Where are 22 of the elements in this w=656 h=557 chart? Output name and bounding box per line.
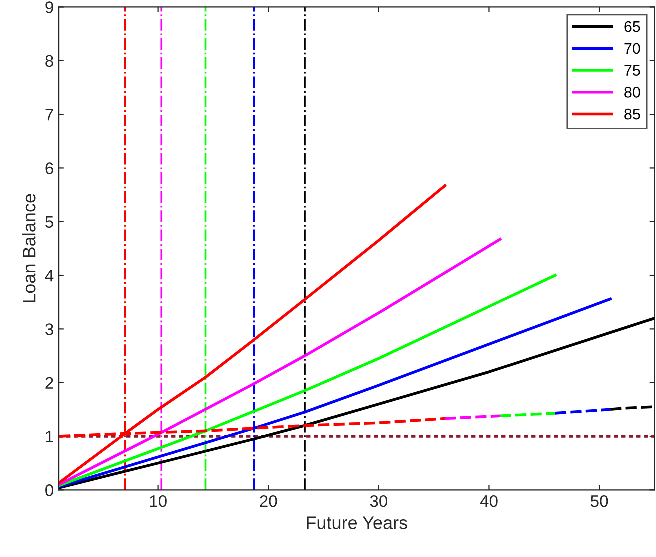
y-tick-label: 7: [46, 109, 54, 121]
y-tick-label: 4: [45, 270, 54, 282]
y-tick-label: 3: [46, 324, 54, 336]
x-tick-label: 20: [260, 495, 278, 508]
y-tick-label: 5: [46, 216, 54, 228]
x-tick-label: 40: [480, 495, 498, 508]
x-tick-label: 10: [150, 495, 167, 508]
legend-label: 65: [624, 21, 640, 32]
y-tick-label: 2: [46, 377, 54, 389]
y-tick-label: 9: [46, 2, 54, 14]
y-axis-title: Loan Balance: [22, 194, 36, 302]
legend-label: 70: [624, 43, 640, 54]
y-tick-label: 8: [46, 55, 54, 68]
y-tick-label: 1: [46, 431, 54, 443]
legend-label: 85: [624, 108, 640, 120]
legend-label: 75: [624, 65, 640, 76]
y-tick-label: 6: [46, 162, 54, 174]
legend-label: 80: [624, 87, 640, 98]
x-tick-label: 50: [590, 495, 608, 508]
x-tick-label: 30: [370, 495, 388, 508]
y-tick-label: 0: [46, 484, 54, 496]
x-axis-title: Future Years: [307, 516, 408, 530]
